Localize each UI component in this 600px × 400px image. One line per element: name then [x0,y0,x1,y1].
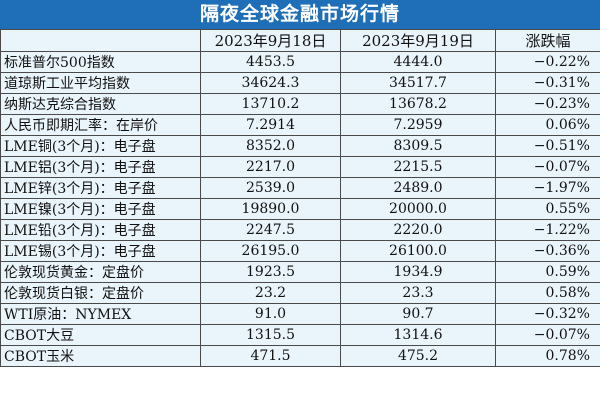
change-pct: −0.32% [495,303,600,325]
value-0918: 2539.0 [200,177,341,199]
header-row: 2023年9月18日 2023年9月19日 涨跌幅 [0,29,600,52]
value-0919: 20000.0 [340,198,496,220]
table-row: 伦敦现货白银：定盘价 23.2 23.3 0.58% [0,282,600,304]
table-row: 伦敦现货黄金：定盘价 1923.5 1934.9 0.59% [0,261,600,283]
header-change: 涨跌幅 [495,29,600,52]
change-pct: −0.22% [495,51,600,73]
table-row: LME镍(3个月)：电子盘 19890.0 20000.0 0.55% [0,198,600,220]
table-row: LME铜(3个月)：电子盘 8352.0 8309.5 −0.51% [0,135,600,157]
row-name: 人民币即期汇率：在岸价 [0,114,201,136]
change-pct: −1.97% [495,177,600,199]
value-0919: 7.2959 [340,114,496,136]
value-0919: 90.7 [340,303,496,325]
value-0918: 34624.3 [200,72,341,94]
value-0918: 8352.0 [200,135,341,157]
value-0919: 1934.9 [340,261,496,283]
value-0919: 2220.0 [340,219,496,241]
row-name: LME铜(3个月)：电子盘 [0,135,201,157]
value-0919: 475.2 [340,345,496,367]
row-name: LME锌(3个月)：电子盘 [0,177,201,199]
row-name: WTI原油：NYMEX [0,303,201,325]
value-0918: 23.2 [200,282,341,304]
value-0918: 26195.0 [200,240,341,262]
change-pct: −0.51% [495,135,600,157]
value-0918: 13710.2 [200,93,341,115]
value-0918: 4453.5 [200,51,341,73]
table-row: CBOT玉米 471.5 475.2 0.78% [0,345,600,367]
row-name: 纳斯达克综合指数 [0,93,201,115]
row-name: 伦敦现货黄金：定盘价 [0,261,201,283]
value-0918: 91.0 [200,303,341,325]
table-row: LME铅(3个月)：电子盘 2247.5 2220.0 −1.22% [0,219,600,241]
table-body: 标准普尔500指数 4453.5 4444.0 −0.22% 道琼斯工业平均指数 3462… [0,51,600,367]
table-row: 道琼斯工业平均指数 34624.3 34517.7 −0.31% [0,72,600,94]
value-0918: 2217.0 [200,156,341,178]
row-name: LME镍(3个月)：电子盘 [0,198,201,220]
value-0919: 8309.5 [340,135,496,157]
change-pct: −1.22% [495,219,600,241]
value-0919: 34517.7 [340,72,496,94]
header-date-0918: 2023年9月18日 [200,29,341,52]
value-0919: 1314.6 [340,324,496,346]
value-0919: 2489.0 [340,177,496,199]
row-name: CBOT玉米 [0,345,201,367]
table-row: LME锡(3个月)：电子盘 26195.0 26100.0 −0.36% [0,240,600,262]
row-name: LME铅(3个月)：电子盘 [0,219,201,241]
value-0919: 4444.0 [340,51,496,73]
report-title: 隔夜全球金融市场行情 [0,0,600,29]
table-row: 人民币即期汇率：在岸价 7.2914 7.2959 0.06% [0,114,600,136]
value-0919: 2215.5 [340,156,496,178]
change-pct: 0.78% [495,345,600,367]
header-name [0,29,201,52]
change-pct: −0.07% [495,156,600,178]
value-0918: 1315.5 [200,324,341,346]
table-row: 纳斯达克综合指数 13710.2 13678.2 −0.23% [0,93,600,115]
row-name: LME铝(3个月)：电子盘 [0,156,201,178]
table-row: LME锌(3个月)：电子盘 2539.0 2489.0 −1.97% [0,177,600,199]
value-0919: 13678.2 [340,93,496,115]
value-0918: 7.2914 [200,114,341,136]
table-row: LME铝(3个月)：电子盘 2217.0 2215.5 −0.07% [0,156,600,178]
change-pct: 0.06% [495,114,600,136]
row-name: LME锡(3个月)：电子盘 [0,240,201,262]
change-pct: −0.36% [495,240,600,262]
value-0918: 1923.5 [200,261,341,283]
row-name: 标准普尔500指数 [0,51,201,73]
value-0919: 26100.0 [340,240,496,262]
change-pct: 0.58% [495,282,600,304]
change-pct: −0.31% [495,72,600,94]
change-pct: −0.23% [495,93,600,115]
value-0918: 471.5 [200,345,341,367]
value-0918: 2247.5 [200,219,341,241]
table-row: 标准普尔500指数 4453.5 4444.0 −0.22% [0,51,600,73]
header-date-0919: 2023年9月19日 [340,29,496,52]
table-row: CBOT大豆 1315.5 1314.6 −0.07% [0,324,600,346]
row-name: 伦敦现货白银：定盘价 [0,282,201,304]
row-name: CBOT大豆 [0,324,201,346]
change-pct: −0.07% [495,324,600,346]
table-row: WTI原油：NYMEX 91.0 90.7 −0.32% [0,303,600,325]
value-0918: 19890.0 [200,198,341,220]
row-name: 道琼斯工业平均指数 [0,72,201,94]
market-table: 2023年9月18日 2023年9月19日 涨跌幅 标准普尔500指数 4453.… [0,29,600,367]
change-pct: 0.55% [495,198,600,220]
value-0919: 23.3 [340,282,496,304]
change-pct: 0.59% [495,261,600,283]
